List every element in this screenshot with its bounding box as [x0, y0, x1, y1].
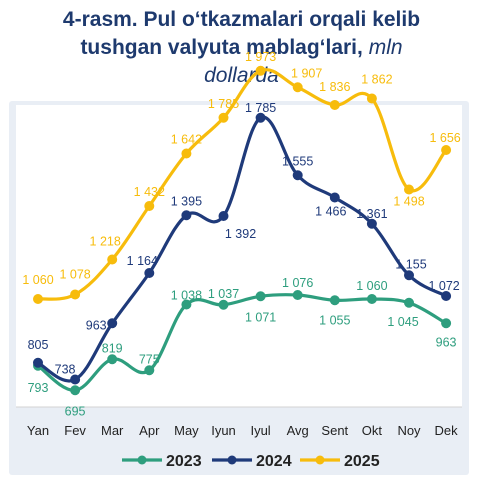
point-2025-dek [441, 145, 452, 155]
x-tick-label-yan: Yan [27, 423, 49, 438]
data-label-2024-fev: 738 [55, 363, 76, 377]
data-label-2023-dek: 963 [436, 335, 457, 349]
plot-area [16, 105, 462, 407]
title-line-2: tushgan valyuta mablag‘lari, mln [0, 34, 483, 62]
point-2025-okt [366, 93, 377, 104]
x-tick-label-iyun: Iyun [211, 423, 236, 438]
point-2024-avg [292, 170, 303, 181]
legend-label-2025: 2025 [344, 453, 380, 470]
point-2024-yan [33, 357, 43, 368]
point-2023-iyul [255, 291, 266, 302]
point-2025-apr [144, 201, 155, 211]
point-2025-iyun [218, 112, 229, 123]
point-2024-iyun [218, 211, 229, 221]
x-tick-label-okt: Okt [362, 423, 383, 438]
data-label-2025-iyun: 1 785 [208, 97, 239, 111]
data-label-2024-avg: 1 555 [282, 154, 313, 168]
point-2023-noy [404, 297, 414, 308]
x-tick-label-mar: Mar [101, 423, 124, 438]
data-label-2023-may: 1 038 [171, 289, 202, 303]
point-2024-mar [107, 318, 118, 329]
data-label-2023-yan: 793 [28, 381, 49, 395]
data-label-2025-avg: 1 907 [291, 66, 322, 80]
data-label-2025-may: 1 642 [171, 133, 202, 147]
data-label-2025-noy: 1 498 [393, 195, 424, 209]
x-tick-label-iyul: Iyul [250, 423, 270, 438]
point-2024-noy [404, 270, 414, 281]
chart-title: 4-rasm. Pul o‘tkazmalari orqali kelib tu… [0, 6, 483, 90]
point-2024-dek [441, 291, 452, 301]
data-label-2024-sent: 1 466 [315, 205, 346, 219]
point-2025-iyul [255, 65, 266, 76]
title-line-2-bold: tushgan valyuta mablag‘lari, [80, 36, 363, 59]
point-2024-may [181, 210, 192, 221]
legend-marker-2024 [227, 455, 237, 465]
data-label-2024-may: 1 395 [171, 194, 202, 208]
data-label-2024-noy: 1 155 [395, 257, 426, 271]
x-tick-label-dek: Dek [435, 423, 459, 438]
point-2023-may [181, 299, 192, 310]
legend-label-2023: 2023 [166, 453, 202, 470]
point-2024-iyul [255, 112, 266, 123]
point-2024-fev [70, 374, 81, 385]
point-2025-noy [404, 184, 414, 195]
data-label-2023-okt: 1 060 [356, 279, 387, 293]
point-2025-avg [292, 82, 303, 93]
point-2025-sent [329, 100, 340, 110]
x-tick-label-may: May [174, 423, 199, 438]
data-label-2025-mar: 1 218 [90, 235, 121, 249]
data-label-2023-noy: 1 045 [387, 315, 418, 329]
data-label-2023-iyun: 1 037 [208, 287, 239, 301]
legend-label-2024: 2024 [256, 453, 292, 470]
data-label-2025-fev: 1 078 [59, 268, 90, 282]
data-label-2025-sent: 1 836 [319, 80, 350, 94]
x-tick-label-sent: Sent [321, 423, 348, 438]
data-label-2023-iyul: 1 071 [245, 310, 276, 324]
point-2023-sent [329, 295, 340, 306]
point-2024-apr [144, 268, 155, 278]
legend-marker-2025 [315, 455, 325, 465]
data-label-2024-dek: 1 072 [428, 279, 459, 293]
point-2025-may [181, 148, 192, 159]
point-2024-sent [329, 192, 340, 203]
data-label-2023-avg: 1 076 [282, 276, 313, 290]
data-label-2025-iyul: 1 973 [245, 50, 276, 64]
data-label-2024-okt: 1 361 [356, 207, 387, 221]
data-label-2025-apr: 1 432 [134, 185, 165, 199]
point-2023-iyun [218, 299, 229, 310]
x-tick-label-noy: Noy [397, 423, 421, 438]
point-2025-yan [33, 294, 43, 304]
data-label-2025-dek: 1 656 [429, 131, 460, 145]
data-label-2024-yan: 805 [28, 338, 49, 352]
title-line-1: 4-rasm. Pul o‘tkazmalari orqali kelib [62, 8, 421, 31]
data-label-2023-sent: 1 055 [319, 313, 350, 327]
x-tick-label-avg: Avg [287, 423, 309, 438]
data-label-2025-okt: 1 862 [361, 73, 392, 87]
point-2023-dek [441, 318, 452, 329]
data-label-2024-iyul: 1 785 [245, 101, 276, 115]
data-label-2023-apr: 775 [139, 352, 160, 366]
point-2024-okt [366, 218, 377, 229]
x-tick-label-apr: Apr [139, 423, 160, 438]
data-label-2023-fev: 695 [65, 404, 86, 418]
data-label-2024-apr: 1 164 [127, 254, 158, 268]
point-2023-apr [144, 365, 155, 376]
point-2023-mar [107, 354, 118, 365]
point-2023-okt [366, 294, 377, 304]
point-2023-fev [70, 385, 81, 396]
title-line-2-italic: mln [368, 36, 403, 59]
point-2025-mar [107, 254, 118, 265]
x-tick-label-fev: Fev [64, 423, 86, 438]
point-2023-avg [292, 290, 303, 300]
point-2025-fev [70, 289, 81, 300]
legend-marker-2023 [137, 455, 147, 465]
data-label-2024-mar: 963 [86, 318, 107, 332]
data-label-2024-iyun: 1 392 [225, 227, 256, 241]
data-label-2025-yan: 1 060 [22, 273, 53, 287]
data-label-2023-mar: 819 [102, 341, 123, 355]
